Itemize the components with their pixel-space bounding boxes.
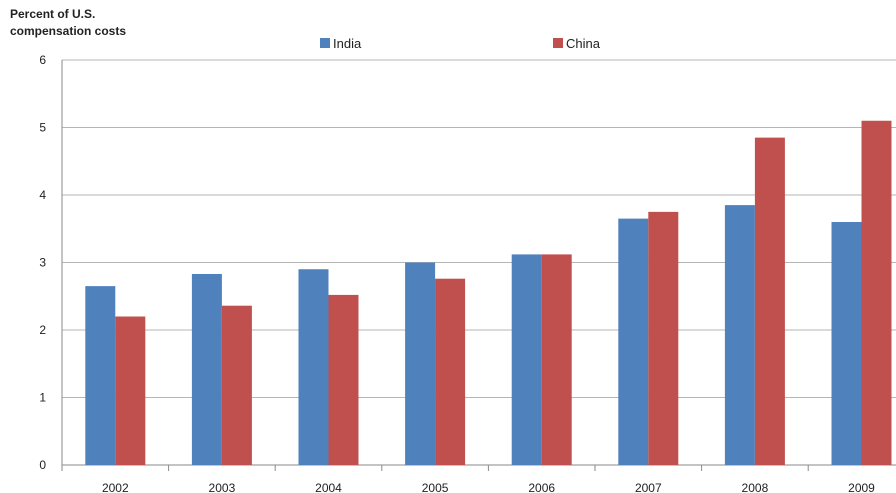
x-tick-label: 2008	[742, 481, 769, 493]
legend-label-china: China	[566, 36, 601, 51]
x-tick-label: 2002	[102, 481, 129, 493]
x-tick-label: 2007	[635, 481, 662, 493]
bar-china-2003	[221, 305, 252, 465]
y-tick-label: 5	[39, 121, 46, 135]
y-tick-label: 3	[39, 256, 46, 270]
bar-india-2003	[191, 273, 222, 465]
legend-label-india: India	[333, 36, 362, 51]
y-tick-label: 6	[39, 53, 46, 67]
bar-india-2002	[85, 286, 116, 465]
legend-swatch-china	[553, 38, 563, 48]
bar-india-2004	[298, 269, 329, 465]
y-tick-label: 0	[39, 458, 46, 472]
y-tick-label: 1	[39, 391, 46, 405]
bar-china-2004	[328, 294, 359, 465]
bar-china-2008	[754, 137, 785, 465]
x-tick-label: 2009	[848, 481, 875, 493]
x-tick-label: 2004	[315, 481, 342, 493]
bar-india-2008	[724, 205, 755, 465]
bar-india-2007	[618, 218, 649, 465]
bar-china-2005	[435, 278, 466, 465]
bar-india-2006	[511, 254, 542, 465]
y-tick-label: 4	[39, 188, 46, 202]
bar-china-2007	[648, 211, 679, 465]
bar-china-2002	[115, 316, 146, 465]
y-tick-label: 2	[39, 323, 46, 337]
bar-china-2009	[861, 120, 892, 465]
x-tick-label: 2006	[528, 481, 555, 493]
x-tick-label: 2005	[422, 481, 449, 493]
y-axis-label: Percent of U.S. compensation costs	[10, 7, 127, 38]
bar-india-2009	[831, 222, 862, 465]
bar-china-2006	[541, 254, 572, 465]
legend-swatch-india	[320, 38, 330, 48]
bar-india-2005	[405, 262, 436, 465]
x-tick-label: 2003	[209, 481, 236, 493]
